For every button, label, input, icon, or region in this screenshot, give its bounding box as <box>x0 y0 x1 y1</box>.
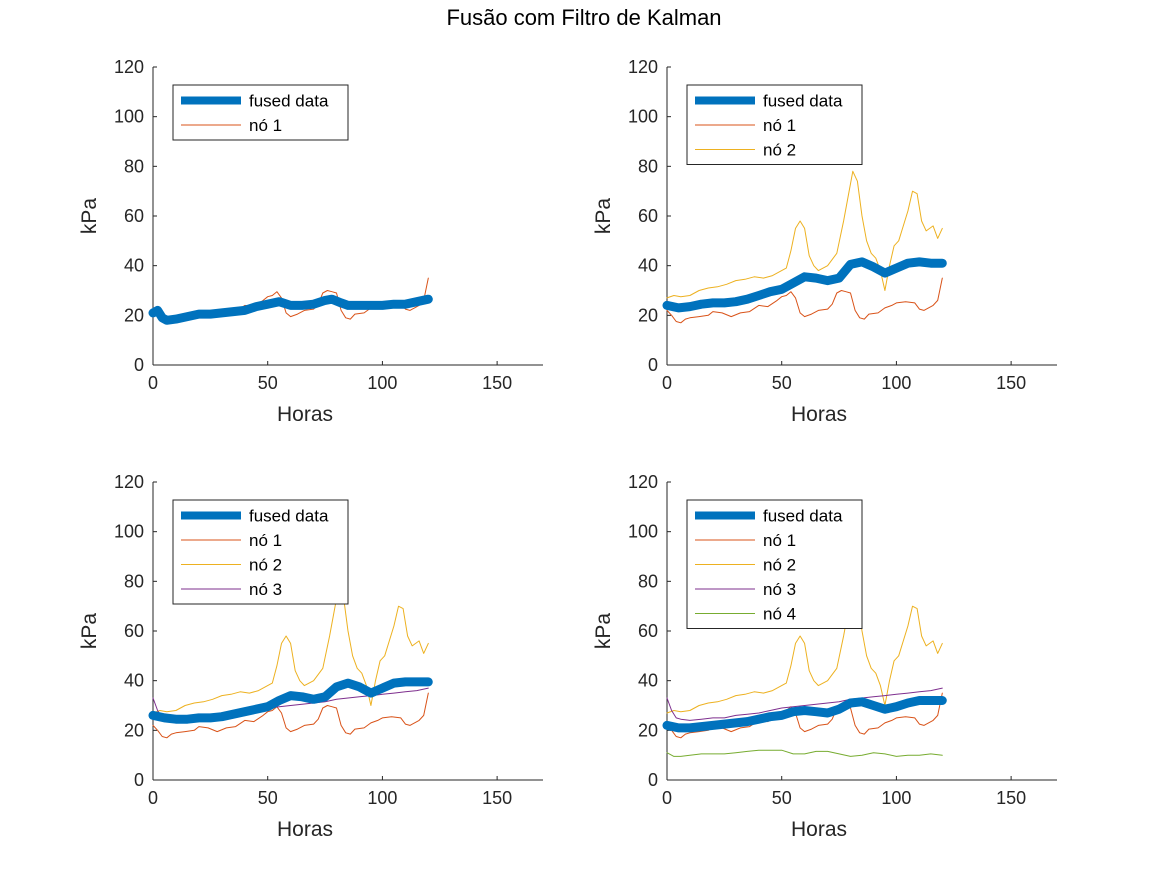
y-tick-label: 80 <box>638 156 658 176</box>
y-tick-label: 80 <box>638 571 658 591</box>
series-line-nó-1 <box>666 277 943 324</box>
legend-label: fused data <box>249 92 329 111</box>
y-tick-label: 40 <box>124 671 144 691</box>
y-tick-label: 40 <box>638 671 658 691</box>
legend-label: fused data <box>763 507 843 526</box>
x-tick-label: 100 <box>881 373 911 393</box>
legend: fused data nó 1 nó 2 <box>686 84 863 165</box>
subplot-3: 0 20 40 60 80 100 120 0 50 100 150 Horas kPa fused da… <box>78 472 543 841</box>
series-line-fused-data <box>148 294 433 325</box>
legend: fused data nó 1 <box>172 84 349 141</box>
y-tick-label: 20 <box>638 720 658 740</box>
subplot-4: 0 20 40 60 80 100 120 0 50 100 150 Horas kPa fused da… <box>592 472 1057 841</box>
x-tick-label: 150 <box>482 788 512 808</box>
x-tick-label: 150 <box>996 788 1026 808</box>
legend-label: fused data <box>763 92 843 111</box>
y-tick-label: 0 <box>134 770 144 790</box>
y-tick-label: 40 <box>638 256 658 276</box>
y-tick-label: 20 <box>124 305 144 325</box>
x-axis-label: Horas <box>791 403 847 426</box>
legend-label: nó 1 <box>249 116 282 135</box>
y-tick-label: 60 <box>124 621 144 641</box>
legend-label: nó 1 <box>763 116 796 135</box>
subplot-1: 0 20 40 60 80 100 120 0 50 100 150 Horas kPa fused da… <box>78 57 543 426</box>
y-axis-label: kPa <box>592 198 615 235</box>
series-line-nó-1 <box>152 692 429 739</box>
y-tick-label: 60 <box>124 206 144 226</box>
series-line-fused-data <box>148 677 433 724</box>
y-tick-label: 120 <box>628 472 658 492</box>
x-axis-label: Horas <box>791 818 847 841</box>
x-tick-label: 50 <box>772 373 792 393</box>
figure-title: Fusão com Filtro de Kalman <box>446 5 721 30</box>
legend-label: nó 2 <box>763 141 796 160</box>
x-tick-label: 0 <box>662 373 672 393</box>
y-tick-label: 80 <box>124 571 144 591</box>
y-tick-label: 120 <box>628 57 658 77</box>
legend-label: nó 1 <box>763 531 796 550</box>
y-tick-label: 40 <box>124 256 144 276</box>
x-tick-label: 150 <box>482 373 512 393</box>
y-tick-label: 0 <box>134 355 144 375</box>
legend-label: nó 4 <box>763 605 796 624</box>
legend-label: nó 3 <box>763 580 796 599</box>
x-axis-label: Horas <box>277 818 333 841</box>
series-line-nó-4 <box>666 749 943 757</box>
legend-label: nó 2 <box>763 556 796 575</box>
x-tick-label: 0 <box>662 788 672 808</box>
subplot-2: 0 20 40 60 80 100 120 0 50 100 150 Horas kPa fused da… <box>592 57 1057 426</box>
y-tick-label: 100 <box>114 107 144 127</box>
y-tick-label: 120 <box>114 57 144 77</box>
series-line-nó-3 <box>666 687 943 721</box>
legend: fused data nó 1 nó 2 nó 3 <box>172 499 349 605</box>
y-tick-label: 0 <box>648 770 658 790</box>
x-tick-label: 100 <box>367 373 397 393</box>
legend-box <box>172 84 349 141</box>
x-tick-label: 50 <box>772 788 792 808</box>
y-tick-label: 120 <box>114 472 144 492</box>
series-line-nó-2 <box>666 170 943 299</box>
y-tick-label: 100 <box>628 107 658 127</box>
series-line-nó-1 <box>666 692 943 739</box>
x-tick-label: 50 <box>258 788 278 808</box>
x-tick-label: 0 <box>148 373 158 393</box>
x-tick-label: 100 <box>367 788 397 808</box>
x-tick-label: 0 <box>148 788 158 808</box>
legend-label: fused data <box>249 507 329 526</box>
legend-label: nó 3 <box>249 580 282 599</box>
x-tick-label: 150 <box>996 373 1026 393</box>
subplots: 0 20 40 60 80 100 120 0 50 100 150 Horas kPa fused da… <box>78 57 1057 841</box>
x-tick-label: 50 <box>258 373 278 393</box>
y-tick-label: 20 <box>638 305 658 325</box>
series-line-fused-data <box>662 696 947 733</box>
series-line-fused-data <box>662 257 947 313</box>
series-line-nó-2 <box>666 585 943 714</box>
y-tick-label: 100 <box>628 522 658 542</box>
y-tick-label: 0 <box>648 355 658 375</box>
series-line-nó-2 <box>152 585 429 714</box>
legend-label: nó 2 <box>249 556 282 575</box>
x-axis-label: Horas <box>277 403 333 426</box>
y-tick-label: 60 <box>638 206 658 226</box>
legend: fused data nó 1 nó 2 nó 3 nó 4 <box>686 499 863 629</box>
x-tick-label: 100 <box>881 788 911 808</box>
y-tick-label: 80 <box>124 156 144 176</box>
y-tick-label: 100 <box>114 522 144 542</box>
y-tick-label: 60 <box>638 621 658 641</box>
y-tick-label: 20 <box>124 720 144 740</box>
legend-label: nó 1 <box>249 531 282 550</box>
y-axis-label: kPa <box>78 613 101 650</box>
y-axis-label: kPa <box>592 613 615 650</box>
y-axis-label: kPa <box>78 198 101 235</box>
